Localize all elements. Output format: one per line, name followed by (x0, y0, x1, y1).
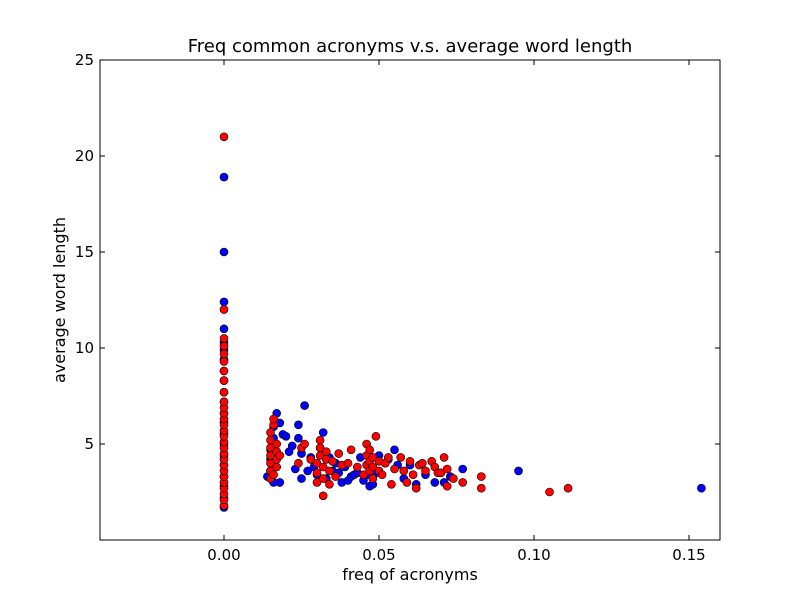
data-point (697, 483, 706, 493)
data-point (318, 491, 328, 501)
data-point (368, 474, 378, 483)
data-point (418, 458, 427, 468)
data-point (294, 420, 303, 430)
data-point (325, 479, 334, 489)
data-point (219, 334, 229, 343)
data-point (421, 466, 430, 476)
data-point (219, 387, 229, 397)
data-point (219, 172, 229, 182)
x-axis-label: freq of acronyms (342, 565, 478, 584)
data-point (371, 431, 381, 441)
data-point (368, 462, 378, 472)
data-point (458, 478, 468, 487)
data-point (266, 428, 275, 437)
data-points (219, 132, 706, 512)
data-point (219, 341, 229, 351)
data-point (219, 397, 229, 407)
y-tick-label: 25 (75, 51, 94, 69)
x-tick-label: 0.10 (517, 546, 550, 564)
data-point (399, 466, 409, 476)
data-point (219, 349, 229, 359)
data-point (275, 451, 285, 460)
data-point (411, 483, 421, 493)
data-point (352, 462, 362, 472)
data-point (269, 414, 278, 424)
data-point (219, 357, 229, 366)
data-point (449, 474, 458, 483)
data-point (219, 305, 229, 314)
data-point (377, 470, 387, 480)
data-point (219, 297, 229, 307)
data-point (306, 455, 316, 464)
data-point (331, 472, 340, 481)
x-tick-label: 0.00 (207, 546, 240, 564)
x-tick-label: 0.05 (362, 546, 395, 564)
data-point (408, 470, 418, 480)
data-point (476, 472, 486, 481)
data-point (383, 453, 393, 462)
y-axis-label: average word length (50, 217, 69, 383)
data-point (294, 458, 303, 468)
data-point (318, 462, 328, 472)
data-point (430, 478, 440, 487)
data-point (275, 478, 285, 487)
data-point (219, 247, 229, 257)
data-point (287, 441, 297, 451)
data-point (359, 470, 368, 480)
data-point (219, 324, 229, 334)
data-point (297, 474, 306, 483)
data-point (318, 474, 328, 483)
data-point (321, 447, 331, 457)
y-tick-label: 15 (75, 243, 94, 261)
data-point (514, 466, 523, 476)
data-point (390, 445, 399, 455)
y-tick-label: 20 (75, 147, 94, 165)
y-axis-ticks: 5 10 15 20 25 (75, 51, 720, 453)
data-point (312, 458, 322, 468)
data-point (442, 464, 452, 474)
data-point (219, 376, 229, 385)
data-point (303, 466, 313, 476)
data-point (402, 478, 412, 487)
data-point (476, 483, 486, 493)
data-point (219, 366, 229, 376)
data-point (458, 464, 468, 474)
data-point (281, 431, 291, 441)
data-point (442, 481, 452, 491)
x-axis-ticks: 0.00 0.05 0.10 0.15 (207, 60, 706, 564)
y-tick-label: 10 (75, 339, 94, 357)
data-point (387, 479, 396, 489)
data-point (312, 478, 322, 487)
data-point (294, 433, 303, 443)
data-point (545, 487, 554, 497)
chart-title: Freq common acronyms v.s. average word l… (188, 36, 633, 57)
data-point (328, 456, 337, 466)
data-point (343, 458, 353, 468)
data-point (325, 466, 334, 476)
data-point (439, 453, 449, 462)
data-point (272, 462, 282, 472)
data-point (346, 445, 356, 455)
plot-frame (99, 59, 721, 541)
data-point (368, 453, 378, 462)
data-point (563, 483, 573, 493)
data-point (436, 468, 446, 478)
y-tick-label: 5 (84, 435, 94, 453)
data-point (300, 439, 309, 449)
data-point (405, 456, 415, 466)
x-tick-label: 0.15 (672, 546, 705, 564)
data-point (390, 464, 399, 474)
data-point (318, 428, 328, 437)
data-point (315, 435, 325, 445)
data-point (365, 445, 375, 455)
data-point (396, 453, 406, 462)
data-point (312, 468, 322, 478)
data-point (300, 401, 309, 410)
data-point (272, 439, 282, 449)
data-point (269, 470, 278, 480)
data-point (334, 449, 344, 458)
data-point (219, 132, 229, 142)
